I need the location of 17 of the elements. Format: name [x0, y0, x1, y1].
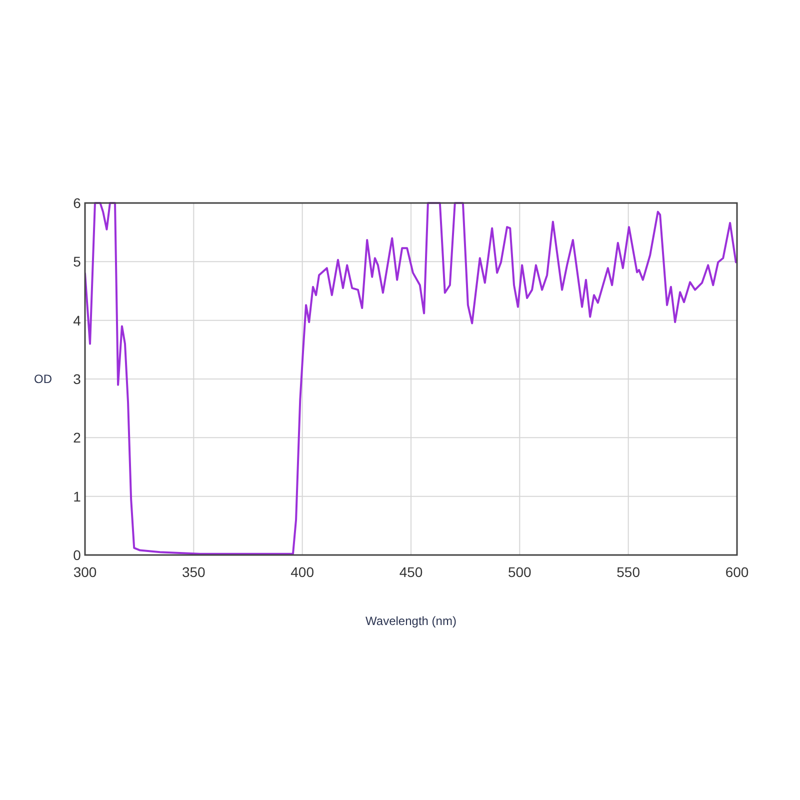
y-tick-label: 0	[73, 547, 82, 563]
x-axis-title: Wavelength (nm)	[366, 614, 456, 628]
y-tick-label: 5	[73, 254, 82, 270]
x-tick-label: 550	[616, 564, 640, 580]
x-tick-label: 300	[73, 564, 97, 580]
y-tick-label: 4	[73, 312, 82, 328]
x-tick-label: 400	[290, 564, 314, 580]
line-series	[85, 202, 737, 555]
x-tick-label: 500	[508, 564, 532, 580]
x-tick-label: 450	[399, 564, 423, 580]
y-tick-label: 2	[73, 430, 82, 446]
y-tick-label: 1	[73, 488, 82, 504]
x-tick-label: 350	[182, 564, 206, 580]
x-tick-label: 600	[725, 564, 749, 580]
y-axis-title: OD	[34, 372, 52, 386]
y-tick-label: 6	[73, 195, 82, 211]
y-tick-label: 3	[73, 371, 82, 387]
